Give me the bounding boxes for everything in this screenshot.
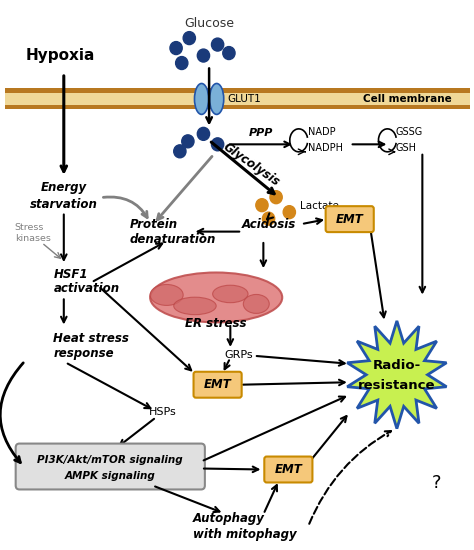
Circle shape bbox=[197, 128, 210, 140]
Ellipse shape bbox=[210, 84, 224, 114]
Text: Lactate: Lactate bbox=[300, 201, 338, 211]
Circle shape bbox=[223, 47, 235, 59]
Text: GSH: GSH bbox=[396, 144, 417, 153]
Text: AMPK signaling: AMPK signaling bbox=[64, 471, 155, 481]
Text: denaturation: denaturation bbox=[130, 233, 216, 246]
Text: HSPs: HSPs bbox=[149, 407, 176, 417]
Text: Hypoxia: Hypoxia bbox=[26, 48, 95, 63]
Circle shape bbox=[263, 212, 275, 225]
Ellipse shape bbox=[213, 285, 248, 302]
Polygon shape bbox=[347, 321, 447, 428]
Text: PPP: PPP bbox=[249, 128, 273, 138]
Ellipse shape bbox=[243, 294, 269, 313]
Text: activation: activation bbox=[54, 283, 119, 295]
Circle shape bbox=[211, 138, 224, 151]
Text: Glycolysis: Glycolysis bbox=[221, 140, 283, 189]
Circle shape bbox=[256, 199, 268, 212]
FancyBboxPatch shape bbox=[5, 89, 470, 109]
Text: Cell membrane: Cell membrane bbox=[364, 94, 452, 104]
Text: resistance: resistance bbox=[358, 379, 436, 392]
Text: ?: ? bbox=[432, 475, 441, 492]
Circle shape bbox=[175, 57, 188, 69]
Text: Glucose: Glucose bbox=[184, 16, 234, 30]
Text: Heat stress: Heat stress bbox=[54, 332, 129, 345]
FancyBboxPatch shape bbox=[193, 372, 242, 398]
Text: EMT: EMT bbox=[336, 213, 364, 225]
Text: response: response bbox=[54, 347, 114, 360]
Circle shape bbox=[211, 38, 224, 51]
Text: GLUT1: GLUT1 bbox=[227, 94, 261, 104]
Text: Radio-: Radio- bbox=[373, 359, 421, 372]
Text: starvation: starvation bbox=[30, 197, 98, 211]
Text: Acidosis: Acidosis bbox=[242, 218, 296, 230]
Circle shape bbox=[270, 191, 282, 204]
Text: NADP: NADP bbox=[308, 127, 336, 137]
Text: EMT: EMT bbox=[274, 463, 302, 476]
Text: ER stress: ER stress bbox=[185, 317, 247, 331]
Text: Stress
kinases: Stress kinases bbox=[15, 223, 51, 243]
Text: PI3K/Akt/mTOR signaling: PI3K/Akt/mTOR signaling bbox=[37, 455, 183, 465]
Ellipse shape bbox=[150, 272, 282, 322]
Text: HSF1: HSF1 bbox=[54, 267, 88, 280]
Text: with mitophagy: with mitophagy bbox=[192, 528, 296, 541]
Text: NADPH: NADPH bbox=[308, 144, 343, 153]
Circle shape bbox=[197, 49, 210, 62]
FancyBboxPatch shape bbox=[264, 456, 312, 482]
Circle shape bbox=[182, 135, 194, 148]
Text: EMT: EMT bbox=[204, 378, 231, 391]
Circle shape bbox=[174, 145, 186, 158]
FancyBboxPatch shape bbox=[16, 443, 205, 490]
Text: GSSG: GSSG bbox=[396, 127, 423, 137]
Circle shape bbox=[183, 31, 195, 45]
Circle shape bbox=[170, 42, 182, 54]
Ellipse shape bbox=[150, 284, 183, 305]
Text: Energy: Energy bbox=[41, 181, 87, 194]
Circle shape bbox=[283, 206, 295, 219]
Text: Protein: Protein bbox=[130, 218, 178, 230]
FancyBboxPatch shape bbox=[5, 93, 470, 105]
Ellipse shape bbox=[174, 297, 216, 315]
FancyBboxPatch shape bbox=[326, 206, 374, 232]
Ellipse shape bbox=[194, 84, 209, 114]
Text: GRPs: GRPs bbox=[224, 350, 253, 360]
Text: Autophagy: Autophagy bbox=[192, 512, 264, 525]
